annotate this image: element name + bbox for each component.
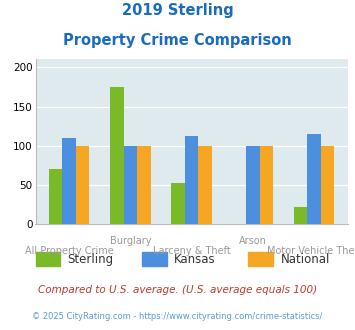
Bar (185, 136, 198, 224)
Bar (124, 146, 137, 224)
Bar (294, 207, 307, 224)
Bar (260, 146, 273, 224)
Text: All Property Crime: All Property Crime (25, 246, 114, 256)
Text: Compared to U.S. average. (U.S. average equals 100): Compared to U.S. average. (U.S. average … (38, 285, 317, 295)
Text: Larceny & Theft: Larceny & Theft (153, 246, 231, 256)
Bar (76, 146, 89, 224)
Bar (49, 169, 62, 224)
Bar (62, 138, 76, 224)
Text: Arson: Arson (239, 236, 267, 246)
Text: Burglary: Burglary (110, 236, 151, 246)
Text: 2019 Sterling: 2019 Sterling (122, 3, 233, 18)
Text: Kansas: Kansas (174, 252, 215, 266)
Text: Sterling: Sterling (67, 252, 114, 266)
Text: Motor Vehicle Theft: Motor Vehicle Theft (267, 246, 355, 256)
Bar (307, 134, 321, 224)
Text: © 2025 CityRating.com - https://www.cityrating.com/crime-statistics/: © 2025 CityRating.com - https://www.city… (32, 312, 323, 321)
Bar (321, 146, 334, 224)
Bar (246, 146, 260, 224)
Text: Property Crime Comparison: Property Crime Comparison (63, 33, 292, 48)
Bar (198, 146, 212, 224)
Text: National: National (280, 252, 330, 266)
Bar (171, 183, 185, 224)
Bar (137, 146, 151, 224)
Bar (110, 87, 124, 224)
